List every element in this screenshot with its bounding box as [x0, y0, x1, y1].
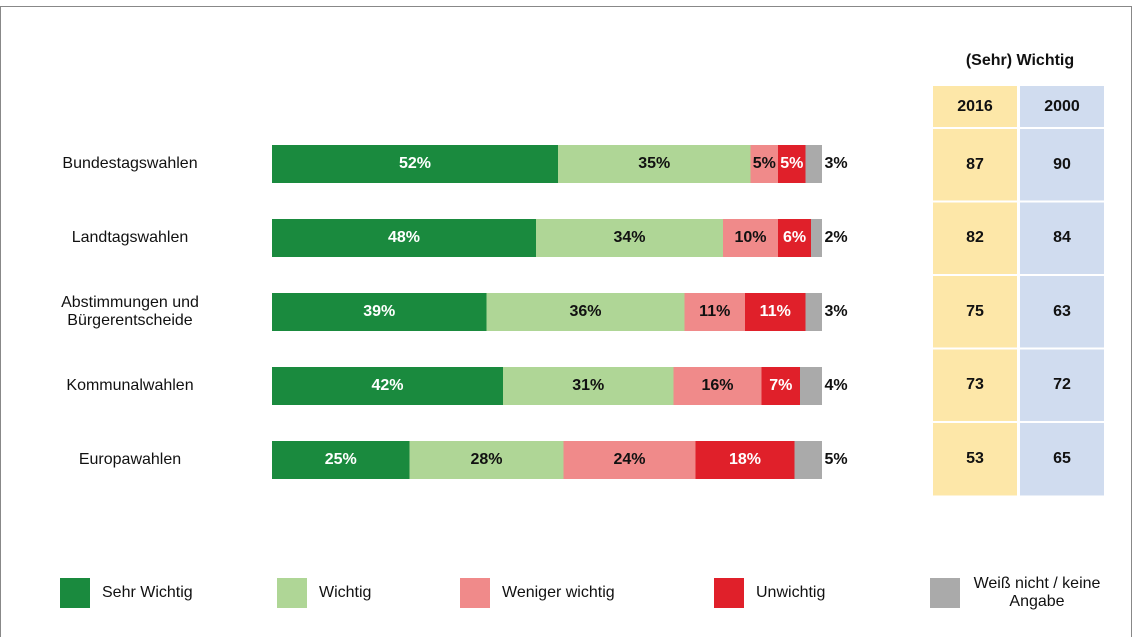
legend-swatch: [714, 578, 744, 608]
value-label: 24%: [613, 451, 646, 468]
legend-label: Sehr Wichtig: [102, 584, 193, 601]
table-column: [933, 86, 1017, 496]
value-label: 18%: [728, 451, 762, 468]
value-label: 28%: [470, 451, 503, 468]
bar-segment: [558, 145, 751, 183]
bar-segment: [695, 441, 795, 479]
column-header: 2000: [1044, 98, 1080, 115]
table-cell: 65: [1053, 449, 1071, 467]
bar-segment: [536, 219, 723, 257]
bar-segment: [761, 367, 800, 405]
bar-segment: [794, 441, 822, 479]
category-label: Bundestagswahlen: [62, 155, 198, 172]
value-label: 5%: [752, 155, 776, 172]
bar-segment: [811, 219, 822, 257]
table-cell: 87: [966, 155, 984, 173]
bar-segment: [745, 293, 806, 331]
value-label: 16%: [701, 377, 734, 394]
value-label: 4%: [824, 377, 848, 394]
legend-swatch: [930, 578, 960, 608]
table-cell: 53: [966, 449, 984, 467]
value-label: 35%: [638, 155, 671, 172]
bar-segment: [778, 145, 806, 183]
bar-segment: [805, 293, 822, 331]
table-cell: 63: [1053, 302, 1071, 320]
table-cell: 84: [1053, 229, 1071, 247]
legend-swatch: [277, 578, 307, 608]
table-cell: 75: [966, 302, 984, 320]
value-label: 5%: [780, 155, 804, 172]
bar-segment: [673, 367, 762, 405]
table-title: (Sehr) Wichtig: [965, 52, 1075, 69]
legend-swatch: [460, 578, 490, 608]
bar-segment: [778, 219, 811, 257]
category-label: Europawahlen: [78, 451, 182, 468]
category-label: Kommunalwahlen: [66, 377, 194, 394]
value-label: 2%: [824, 229, 848, 246]
bar-segment: [272, 441, 410, 479]
value-label: 39%: [363, 303, 396, 320]
value-label: 3%: [824, 155, 848, 172]
value-label: 42%: [371, 377, 404, 394]
value-label: 3%: [824, 303, 848, 320]
legend-swatch: [60, 578, 90, 608]
legend-label: Unwichtig: [756, 584, 826, 601]
column-header: 2016: [957, 98, 993, 115]
value-label: 5%: [824, 451, 848, 468]
table-cell: 73: [966, 376, 984, 394]
table-cell: 82: [966, 229, 984, 247]
value-label: 25%: [324, 451, 357, 468]
value-label: 52%: [398, 155, 432, 172]
table-cell: 72: [1053, 376, 1071, 394]
bar-segment: [272, 219, 536, 257]
value-label: 10%: [734, 229, 767, 246]
category-label: Abstimmungen und Bürgerentscheide: [61, 294, 199, 329]
value-label: 7%: [769, 377, 793, 394]
bar-segment: [750, 145, 778, 183]
bar-segment: [272, 293, 487, 331]
value-label: 34%: [613, 229, 646, 246]
table-cell: 90: [1053, 155, 1071, 173]
legend-label: Wichtig: [319, 584, 372, 601]
bar-segment: [800, 367, 822, 405]
bar-segment: [272, 145, 558, 183]
bar-segment: [805, 145, 822, 183]
bar-segment: [503, 367, 674, 405]
bar-segment: [272, 367, 503, 405]
bar-segment: [723, 219, 778, 257]
value-label: 6%: [782, 229, 807, 246]
value-label: 11%: [759, 303, 791, 320]
legend-label: Weiß nicht / keine Angabe: [973, 575, 1101, 610]
table-column: [1020, 86, 1104, 496]
value-label: 31%: [572, 377, 605, 394]
bar-segment: [486, 293, 685, 331]
bar-segment: [563, 441, 696, 479]
value-label: 36%: [569, 303, 602, 320]
value-label: 48%: [387, 229, 421, 246]
frame: [0, 6, 1132, 637]
bar-segment: [684, 293, 745, 331]
bar-segment: [409, 441, 564, 479]
legend-label: Weniger wichtig: [502, 584, 615, 601]
category-label: Landtagswahlen: [71, 229, 189, 246]
value-label: 11%: [699, 303, 731, 320]
